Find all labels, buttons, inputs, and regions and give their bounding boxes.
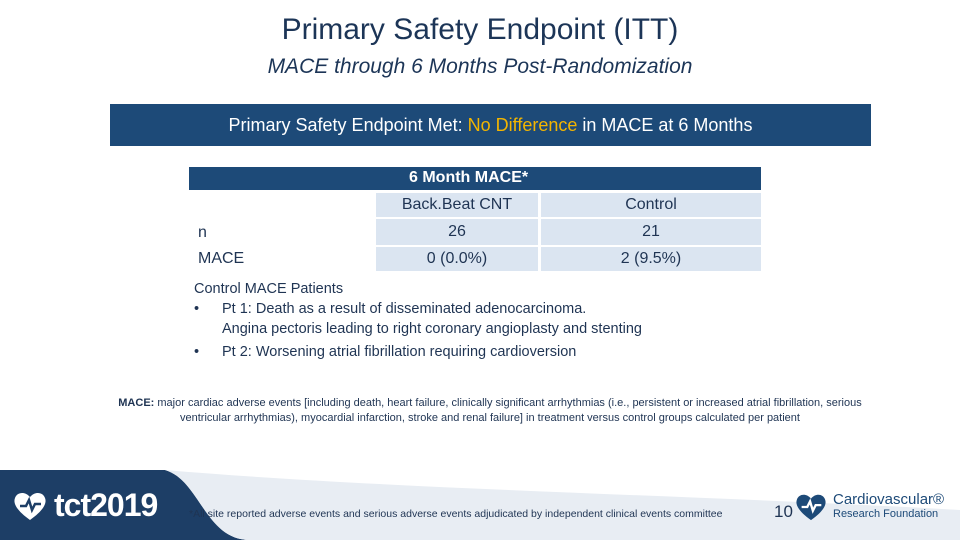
row-label-n: n xyxy=(198,224,207,241)
result-banner: Primary Safety Endpoint Met: No Differen… xyxy=(110,104,871,146)
cell-mace-control: 2 (9.5%) xyxy=(541,247,761,271)
cell-mace-treatment: 0 (0.0%) xyxy=(376,247,538,271)
crf-name-line2: Research Foundation xyxy=(833,508,939,520)
cell-n-treatment: 26 xyxy=(376,219,538,245)
table-header-label: 6 Month MACE* xyxy=(409,169,529,186)
column-header-treatment: Back.Beat CNT xyxy=(376,193,538,217)
tct-logo: tct2019 xyxy=(12,487,158,524)
tct-logo-text: tct2019 xyxy=(54,487,158,523)
cell-n-control: 21 xyxy=(541,219,761,245)
column-header-control: Control xyxy=(541,193,761,217)
bullet: • xyxy=(194,301,200,317)
list-item: • Pt 1: Death as a result of disseminate… xyxy=(194,299,642,319)
slide-subtitle: MACE through 6 Months Post-Randomization xyxy=(267,55,693,78)
bullet: • xyxy=(194,344,200,360)
crf-heart-logo-icon xyxy=(796,494,826,521)
banner-text-after: in MACE at 6 Months xyxy=(582,114,753,135)
footer-background xyxy=(0,470,960,540)
mace-definition: MACE: major cardiac adverse events [incl… xyxy=(100,396,880,426)
banner-highlight: No Difference xyxy=(467,114,578,135)
list-item-text: Pt 2: Worsening atrial fibrillation requ… xyxy=(222,344,577,360)
banner-text-before: Primary Safety Endpoint Met: xyxy=(228,114,463,135)
definition-text: major cardiac adverse events [including … xyxy=(157,397,862,424)
page-number: 10 xyxy=(774,502,793,521)
patients-heading: Control MACE Patients xyxy=(194,281,344,297)
crf-name-line1: Cardiovascular® xyxy=(833,491,945,508)
crf-logo: Cardiovascular® Research Foundation xyxy=(794,492,944,522)
footnote: *All site reported adverse events and se… xyxy=(189,508,723,520)
tct-heart-logo-icon xyxy=(14,492,46,520)
list-item: • Pt 2: Worsening atrial fibrillation re… xyxy=(194,342,642,362)
list-item-continuation: Angina pectoris leading to right coronar… xyxy=(222,321,642,337)
crf-logo-text: Cardiovascular® Research Foundation xyxy=(833,491,945,521)
row-label-mace: MACE xyxy=(198,250,245,267)
list-item-text: Pt 1: Death as a result of disseminated … xyxy=(222,301,587,317)
footer xyxy=(0,470,960,540)
slide-title: Primary Safety Endpoint (ITT) xyxy=(281,13,679,46)
control-patients-list: Control MACE Patients • Pt 1: Death as a… xyxy=(194,279,642,362)
table-header: 6 Month MACE* xyxy=(189,167,761,190)
definition-term: MACE: xyxy=(118,397,155,409)
